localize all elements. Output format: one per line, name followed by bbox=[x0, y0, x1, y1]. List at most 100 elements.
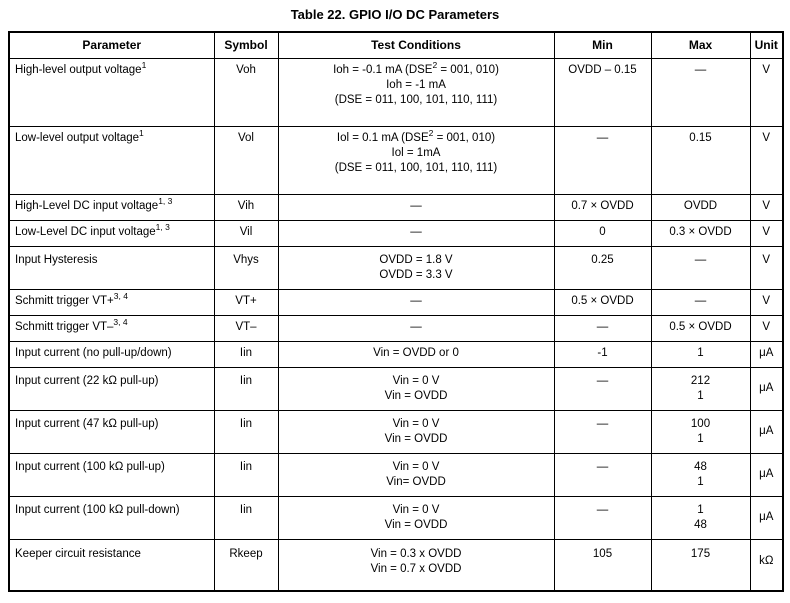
symbol-cell: Vil bbox=[213, 219, 279, 247]
parameter-cell: Schmitt trigger VT+3, 4 bbox=[8, 288, 215, 316]
cell-line: Vin= OVDD bbox=[386, 475, 446, 488]
table-row: Low-Level DC input voltage1, 3 Vil — 0 0.3 ×… bbox=[8, 219, 784, 247]
cell-line: Vin = OVDD bbox=[384, 389, 448, 402]
cell-line: 48 bbox=[694, 518, 707, 531]
max-cell: OVDD bbox=[650, 193, 751, 221]
min-cell: 0.5 × OVDD bbox=[553, 288, 652, 316]
min-cell: — bbox=[553, 125, 652, 195]
cell-line: Iol = 0.1 mA (DSE2 = 001, 010) bbox=[336, 127, 496, 144]
conditions-cell: Vin = 0 V Vin = OVDD bbox=[277, 409, 555, 454]
conditions-cell: Ioh = -0.1 mA (DSE2 = 001, 010) Ioh = -1 … bbox=[277, 57, 555, 127]
unit-cell: V bbox=[749, 125, 784, 195]
parameter-cell: Input current (no pull-up/down) bbox=[8, 340, 215, 368]
cell-line: OVDD = 1.8 V bbox=[379, 253, 453, 266]
unit-cell: μA bbox=[749, 452, 784, 497]
symbol-cell: Iin bbox=[213, 452, 279, 497]
min-cell: — bbox=[553, 366, 652, 411]
cell-line: — bbox=[694, 253, 707, 266]
max-cell: 0.15 bbox=[650, 125, 751, 195]
conditions-cell: — bbox=[277, 193, 555, 221]
min-cell: 0 bbox=[553, 219, 652, 247]
symbol-cell: Rkeep bbox=[213, 538, 279, 591]
unit-cell: V bbox=[749, 314, 784, 342]
symbol-cell: Vol bbox=[213, 125, 279, 195]
parameter-cell: Input current (100 kΩ pull-down) bbox=[8, 495, 215, 540]
cell-line: 175 bbox=[690, 547, 711, 560]
table-row: Input Hysteresis Vhys OVDD = 1.8 V OVDD = 3… bbox=[8, 245, 784, 290]
parameter-cell: Keeper circuit resistance bbox=[8, 538, 215, 591]
table-row: Input current (100 kΩ pull-down) Iin Vin =… bbox=[8, 495, 784, 540]
table-row: Low-level output voltage1 Vol Iol = 0.1 mA… bbox=[8, 125, 784, 195]
max-cell: 1 48 bbox=[650, 495, 751, 540]
table-title: Table 22. GPIO I/O DC Parameters bbox=[290, 7, 500, 22]
conditions-cell: — bbox=[277, 219, 555, 247]
cell-line: (DSE = 011, 100, 101, 110, 111) bbox=[334, 161, 498, 174]
max-cell: 0.3 × OVDD bbox=[650, 219, 751, 247]
cell-line: 1 bbox=[697, 432, 704, 445]
cell-line: 0.5 × OVDD bbox=[669, 320, 732, 333]
unit-cell: V bbox=[749, 288, 784, 316]
column-header-min: Min bbox=[553, 31, 652, 59]
cell-line: 1 bbox=[697, 503, 704, 516]
unit-cell: μA bbox=[749, 340, 784, 368]
unit-cell: μA bbox=[749, 409, 784, 454]
cell-line: — bbox=[694, 294, 707, 307]
cell-line: Vin = 0 V bbox=[392, 417, 440, 430]
symbol-cell: VT– bbox=[213, 314, 279, 342]
max-cell: — bbox=[650, 245, 751, 290]
unit-cell: μA bbox=[749, 495, 784, 540]
cell-line: OVDD bbox=[683, 199, 718, 212]
gpio-dc-parameters-table: Parameter Symbol Test Conditions Min Max… bbox=[8, 31, 784, 592]
unit-cell: V bbox=[749, 193, 784, 221]
cell-line: — bbox=[410, 225, 422, 238]
cell-line: — bbox=[410, 294, 422, 307]
column-header-unit: Unit bbox=[749, 31, 784, 59]
table-row: High-level output voltage1 Voh Ioh = -0.1 … bbox=[8, 57, 784, 127]
max-cell: 212 1 bbox=[650, 366, 751, 411]
cell-line: 48 bbox=[694, 460, 707, 473]
table-row: Schmitt trigger VT–3, 4 VT– — — 0.5 × OVDD V bbox=[8, 314, 784, 342]
parameter-cell: Low-level output voltage1 bbox=[8, 125, 215, 195]
unit-cell: V bbox=[749, 57, 784, 127]
cell-line: 0.15 bbox=[689, 131, 712, 144]
cell-line: — bbox=[410, 320, 422, 333]
parameter-cell: Input current (100 kΩ pull-up) bbox=[8, 452, 215, 497]
min-cell: — bbox=[553, 495, 652, 540]
conditions-cell: — bbox=[277, 314, 555, 342]
cell-line: Iol = 1mA bbox=[391, 146, 441, 159]
max-cell: 48 1 bbox=[650, 452, 751, 497]
parameter-cell: Input current (22 kΩ pull-up) bbox=[8, 366, 215, 411]
parameter-cell: High-level output voltage1 bbox=[8, 57, 215, 127]
cell-line: Vin = 0.3 x OVDD bbox=[370, 547, 462, 560]
min-cell: 105 bbox=[553, 538, 652, 591]
table-header: Parameter Symbol Test Conditions Min Max… bbox=[8, 31, 784, 59]
cell-line: Vin = OVDD bbox=[384, 432, 448, 445]
max-cell: — bbox=[650, 57, 751, 127]
conditions-cell: — bbox=[277, 288, 555, 316]
symbol-cell: Iin bbox=[213, 409, 279, 454]
min-cell: 0.7 × OVDD bbox=[553, 193, 652, 221]
symbol-cell: Iin bbox=[213, 366, 279, 411]
conditions-cell: Vin = 0.3 x OVDD Vin = 0.7 x OVDD bbox=[277, 538, 555, 591]
max-cell: — bbox=[650, 288, 751, 316]
symbol-cell: Vih bbox=[213, 193, 279, 221]
unit-cell: μA bbox=[749, 366, 784, 411]
cell-line: Vin = 0 V bbox=[392, 503, 440, 516]
cell-line: 100 bbox=[690, 417, 711, 430]
unit-cell: V bbox=[749, 245, 784, 290]
max-cell: 175 bbox=[650, 538, 751, 591]
unit-cell: kΩ bbox=[749, 538, 784, 591]
symbol-cell: VT+ bbox=[213, 288, 279, 316]
parameter-cell: Schmitt trigger VT–3, 4 bbox=[8, 314, 215, 342]
table-row: Input current (100 kΩ pull-up) Iin Vin = 0… bbox=[8, 452, 784, 497]
table-row: Input current (47 kΩ pull-up) Iin Vin = 0 … bbox=[8, 409, 784, 454]
conditions-cell: OVDD = 1.8 V OVDD = 3.3 V bbox=[277, 245, 555, 290]
cell-line: Vin = 0 V bbox=[392, 460, 440, 473]
cell-line: Vin = OVDD or 0 bbox=[373, 346, 459, 359]
table-row: Schmitt trigger VT+3, 4 VT+ — 0.5 × OVDD — V bbox=[8, 288, 784, 316]
conditions-cell: Vin = 0 V Vin= OVDD bbox=[277, 452, 555, 497]
table-row: High-Level DC input voltage1, 3 Vih — 0.7 ×… bbox=[8, 193, 784, 221]
cell-line: 1 bbox=[697, 389, 704, 402]
column-header-symbol: Symbol bbox=[213, 31, 279, 59]
